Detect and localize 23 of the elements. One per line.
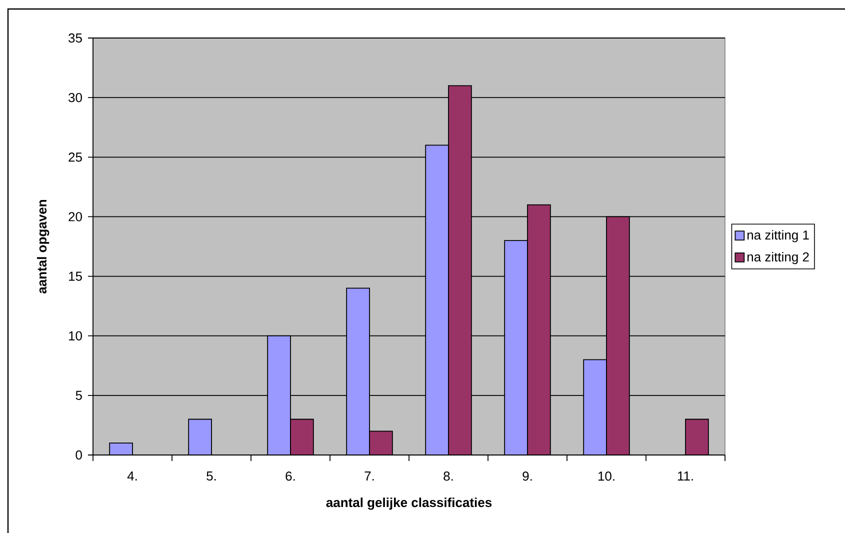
- y-tick-label: 30: [68, 92, 82, 102]
- y-tick-label: 35: [68, 33, 82, 43]
- y-tick-label: 20: [68, 212, 82, 222]
- legend-label: na zitting 1: [747, 230, 809, 242]
- x-axis-title: aantal gelijke classificaties: [326, 498, 492, 510]
- bar: [685, 418, 709, 456]
- x-tick-label: 7.: [364, 472, 374, 480]
- y-tick-label: 10: [69, 331, 82, 340]
- x-tick-label: 8.: [444, 472, 453, 481]
- x-tick-label: 9.: [522, 472, 532, 481]
- x-tick-label: 11.: [678, 472, 693, 480]
- x-tick-label: 10.: [598, 472, 614, 481]
- x-tick-label: 6.: [286, 472, 295, 481]
- y-tick-label: 0: [76, 450, 82, 460]
- y-tick-label: 25: [68, 152, 82, 162]
- x-tick-label: 5.: [206, 472, 216, 481]
- bar: [109, 442, 133, 456]
- y-axis-title: aantal opgaven: [37, 200, 50, 294]
- legend-label: na zitting 2: [747, 252, 809, 264]
- y-tick-label: 5: [76, 390, 82, 400]
- x-tick-label: 4.: [127, 472, 137, 480]
- y-tick-label: 15: [69, 272, 82, 281]
- bar: [188, 418, 212, 456]
